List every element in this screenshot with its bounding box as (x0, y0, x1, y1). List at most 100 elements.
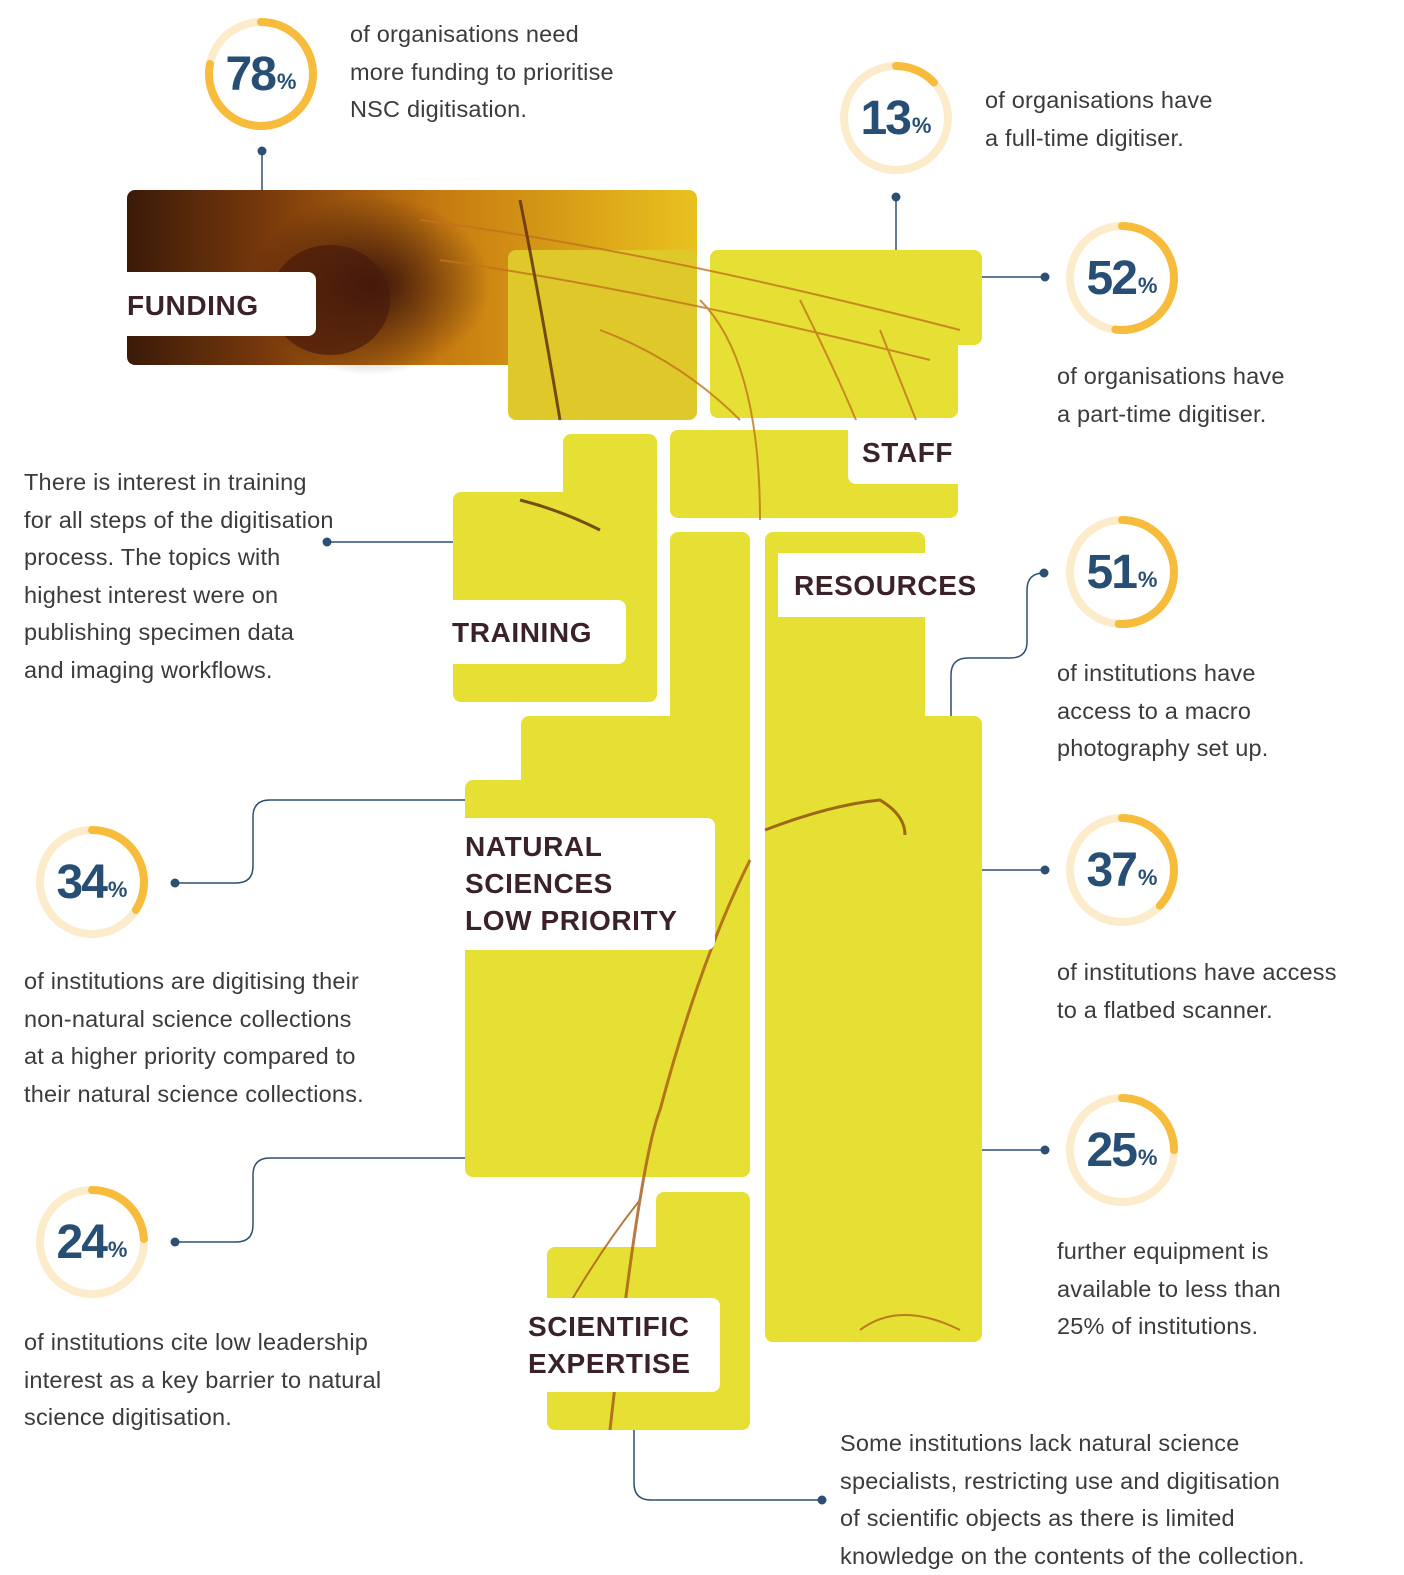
ring-progress (1066, 1094, 1178, 1206)
caption-line: of organisations need (350, 21, 579, 47)
expertise-description: Some institutions lack natural science s… (840, 1425, 1305, 1575)
stat-value: 78 (225, 47, 277, 101)
funding-caption: of organisations need more funding to pr… (350, 16, 614, 129)
caption-line: 25% of institutions. (1057, 1313, 1259, 1339)
caption-line: of institutions have access (1057, 959, 1337, 985)
progress-ring (1066, 1094, 1178, 1206)
funding-label: FUNDING (127, 272, 316, 336)
caption-line: of institutions cite low leadership (24, 1329, 369, 1355)
stat-number: 37% (1064, 812, 1180, 928)
fulltime-caption: of organisations have a full-time digiti… (985, 82, 1213, 157)
stat-number: 51% (1064, 514, 1180, 630)
stat-value: 52 (1086, 251, 1138, 305)
text-line: There is interest in training (24, 469, 307, 495)
caption-line: photography set up. (1057, 735, 1269, 761)
stat-number: 13% (838, 60, 954, 176)
caption-line: available to less than (1057, 1275, 1281, 1302)
caption-line: of institutions have (1057, 660, 1256, 686)
progress-ring (36, 1186, 148, 1298)
natural-label-line-1: NATURAL (465, 831, 603, 862)
text-line: specialists, restricting use and digitis… (840, 1467, 1281, 1494)
connector-lines (175, 152, 1045, 1501)
text-line: of scientific objects as there is limite… (840, 1505, 1235, 1531)
text-line: and imaging workflows. (24, 656, 273, 683)
caption-line: a full-time digitiser. (985, 124, 1184, 151)
parttime-caption: of organisations have a part-time digiti… (1057, 358, 1285, 433)
caption-line: at a higher priority compared to (24, 1043, 356, 1069)
caption-line: further equipment is (1057, 1238, 1269, 1264)
resources-block (765, 532, 982, 1342)
caption-line: a part-time digitiser. (1057, 400, 1267, 427)
stat-number: 52% (1064, 220, 1180, 336)
text-line: Some institutions lack natural science (840, 1430, 1240, 1456)
progress-ring (205, 18, 317, 130)
natural-label-line-2: SCIENCES (465, 868, 613, 899)
natural-sciences-label: NATURAL SCIENCES LOW PRIORITY (453, 818, 715, 950)
stat-fulltime: 13% (838, 60, 954, 176)
caption-line: interest as a key barrier to natural (24, 1366, 382, 1393)
percent-sign: % (1137, 273, 1158, 298)
stat-value: 24 (56, 1215, 108, 1269)
stat-leadership: 24% (34, 1184, 150, 1300)
wing-veins (419, 199, 961, 1431)
stat-value: 37 (1086, 843, 1138, 897)
caption-line: of organisations have (1057, 363, 1285, 389)
ring-progress (205, 18, 317, 130)
stat-number: 78% (203, 16, 319, 132)
caption-line: science digitisation. (24, 1404, 232, 1430)
stat-non-natural: 34% (34, 824, 150, 940)
percent-sign: % (911, 113, 932, 138)
scientific-expertise-label: SCIENTIFIC EXPERTISE (515, 1298, 720, 1392)
stat-flatbed: 37% (1064, 812, 1180, 928)
text-line: publishing specimen data (24, 619, 295, 645)
ring-progress (840, 62, 952, 174)
caption-line: of institutions are digitising their (24, 968, 360, 994)
caption-line: to a flatbed scanner. (1057, 996, 1273, 1023)
stat-further: 25% (1064, 1092, 1180, 1208)
stat-number: 34% (34, 824, 150, 940)
ring-progress (36, 826, 148, 938)
stat-value: 34 (56, 855, 108, 909)
text-line: for all steps of the digitisation (24, 506, 334, 533)
percent-sign: % (1137, 567, 1158, 592)
leadership-caption: of institutions cite low leadership inte… (24, 1324, 381, 1437)
resources-label: RESOURCES (778, 553, 992, 617)
caption-line: access to a macro (1057, 697, 1252, 724)
further-caption: further equipment is available to less t… (1057, 1233, 1281, 1346)
caption-line: non-natural science collections (24, 1005, 352, 1032)
scientific-label-line-2: EXPERTISE (528, 1348, 691, 1379)
natural-label-line-3: LOW PRIORITY (465, 905, 678, 936)
training-label: TRAINING (440, 600, 626, 664)
progress-ring (1066, 222, 1178, 334)
stat-number: 24% (34, 1184, 150, 1300)
text-line: highest interest were on (24, 581, 279, 608)
stat-funding: 78% (203, 16, 319, 132)
progress-ring (36, 826, 148, 938)
progress-ring (1066, 516, 1178, 628)
staff-label: STAFF (848, 420, 974, 484)
stat-value: 13 (860, 91, 912, 145)
scientific-label-line-1: SCIENTIFIC (528, 1311, 690, 1342)
ring-progress (36, 1186, 148, 1298)
progress-ring (1066, 814, 1178, 926)
stat-value: 25 (1086, 1123, 1138, 1177)
ring-progress (1066, 516, 1178, 628)
non-natural-caption: of institutions are digitising their non… (24, 963, 364, 1113)
ring-progress (1066, 222, 1178, 334)
connector-dots (170, 146, 1050, 1505)
caption-line: of organisations have (985, 87, 1213, 113)
percent-sign: % (107, 877, 128, 902)
stat-macro: 51% (1064, 514, 1180, 630)
percent-sign: % (1137, 865, 1158, 890)
caption-line: NSC digitisation. (350, 96, 528, 122)
percent-sign: % (107, 1237, 128, 1262)
ring-progress (1066, 814, 1178, 926)
progress-ring (840, 62, 952, 174)
text-line: knowledge on the contents of the collect… (840, 1542, 1305, 1569)
percent-sign: % (276, 69, 297, 94)
training-description: There is interest in training for all st… (24, 464, 334, 689)
flatbed-caption: of institutions have access to a flatbed… (1057, 954, 1337, 1029)
stat-parttime: 52% (1064, 220, 1180, 336)
macro-caption: of institutions have access to a macro p… (1057, 655, 1269, 768)
caption-line: their natural science collections. (24, 1080, 364, 1107)
